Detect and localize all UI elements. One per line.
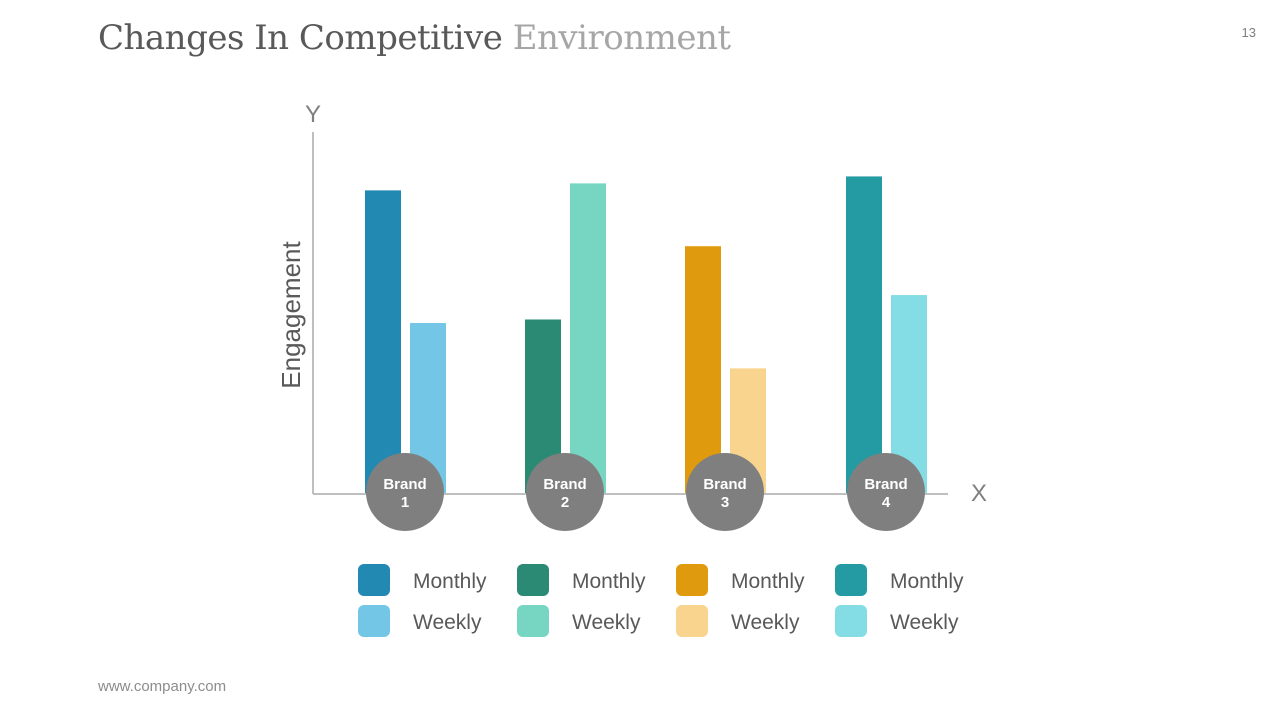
brand-label-line2: 4 [882, 494, 891, 511]
legend-label: Weekly [890, 611, 959, 634]
legend-swatch-brand4-monthly [835, 564, 867, 596]
legend-label: Monthly [413, 570, 487, 593]
title-main: Changes In Competitive [98, 18, 503, 58]
legend-label: Monthly [731, 570, 805, 593]
brand-badge-2 [526, 453, 604, 531]
bar-brand1-monthly [365, 190, 401, 494]
y-axis-label: Engagement [276, 241, 306, 389]
legend-swatch-brand2-weekly [517, 605, 549, 637]
legend-swatch-brand1-weekly [358, 605, 390, 637]
brand-label-line2: 3 [721, 494, 729, 511]
y-axis-letter: Y [305, 101, 321, 128]
footer-url: www.company.com [98, 678, 227, 695]
page-title: Changes In Competitive Environment [98, 14, 731, 62]
legend-swatch-brand3-weekly [676, 605, 708, 637]
brand-label-line2: 1 [401, 494, 409, 511]
legend-label: Monthly [572, 570, 646, 593]
title-accent: Environment [512, 18, 731, 58]
legend-swatch-brand4-weekly [835, 605, 867, 637]
legend-swatch-brand2-monthly [517, 564, 549, 596]
legend-swatch-brand1-monthly [358, 564, 390, 596]
bar-brand3-monthly [685, 246, 721, 494]
legend-label: Weekly [572, 611, 641, 634]
legend-swatch-brand3-monthly [676, 564, 708, 596]
page-number: 13 [1241, 25, 1256, 40]
brand-label-line1: Brand [383, 476, 426, 493]
legend-label: Monthly [890, 570, 964, 593]
brand-label-line1: Brand [864, 476, 907, 493]
brand-label-line1: Brand [703, 476, 746, 493]
brand-badge-3 [686, 453, 764, 531]
brand-label-line2: 2 [561, 494, 569, 511]
brand-badge-4 [847, 453, 925, 531]
bar-brand4-monthly [846, 176, 882, 494]
brand-label-line1: Brand [543, 476, 586, 493]
legend-label: Weekly [413, 611, 482, 634]
legend-label: Weekly [731, 611, 800, 634]
bar-brand2-weekly [570, 183, 606, 494]
brand-badge-1 [366, 453, 444, 531]
x-axis-label: X [971, 480, 987, 507]
